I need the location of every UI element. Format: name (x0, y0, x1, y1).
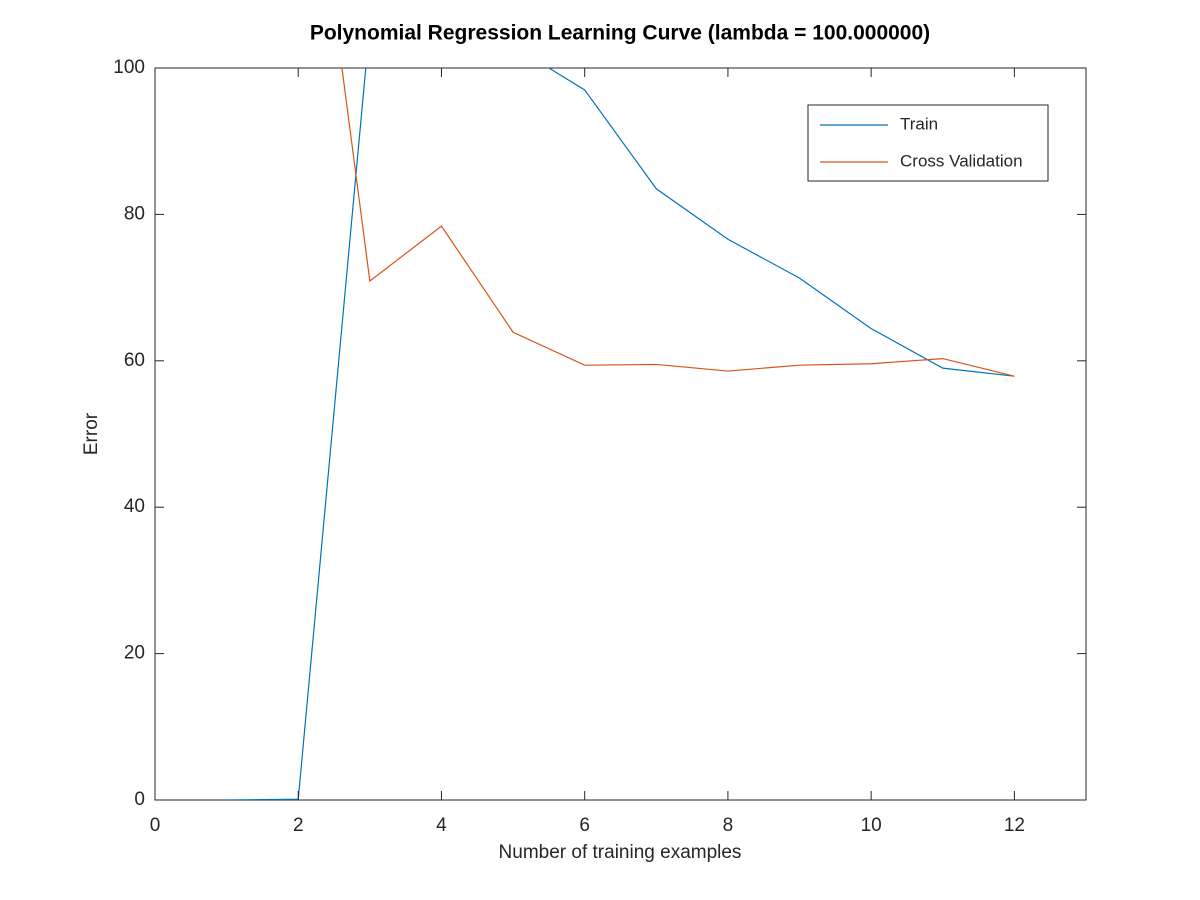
x-tick-label: 12 (1004, 815, 1025, 836)
legend-label: Train (900, 114, 938, 133)
y-tick-label: 100 (113, 57, 145, 78)
x-tick-label: 0 (150, 815, 161, 836)
x-tick-label: 2 (293, 815, 304, 836)
y-tick-label: 80 (124, 203, 145, 224)
y-axis-label: Error (81, 412, 102, 455)
x-tick-label: 4 (436, 815, 447, 836)
x-tick-label: 6 (579, 815, 590, 836)
series-line (341, 68, 1015, 377)
plot-lines (226, 68, 1015, 800)
plot-frame (154, 67, 1087, 801)
y-tick-label: 20 (124, 643, 145, 664)
y-tick-label: 0 (134, 789, 145, 810)
y-tick-label: 40 (124, 496, 145, 517)
chart-title: Polynomial Regression Learning Curve (la… (310, 22, 930, 45)
x-tick-label: 8 (723, 815, 734, 836)
x-tick-label: 10 (861, 815, 882, 836)
legend-box (807, 104, 1049, 182)
series-line (226, 68, 1015, 800)
legend-label: Cross Validation (900, 151, 1023, 170)
x-axis-label: Number of training examples (499, 842, 742, 863)
y-tick-label: 60 (124, 350, 145, 371)
